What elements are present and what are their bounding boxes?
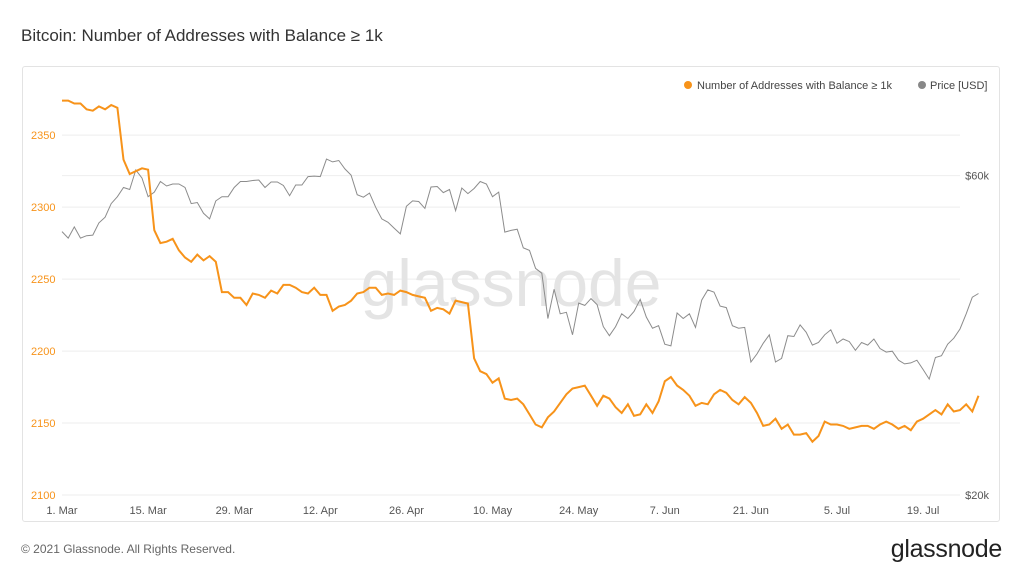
x-tick-label: 29. Mar [216,505,254,517]
copyright-text: © 2021 Glassnode. All Rights Reserved. [21,542,236,556]
y-right-tick-label: $60k [965,171,989,183]
y-left-tick-label: 2200 [31,346,55,358]
y-right-tick-label: $20k [965,490,989,502]
x-tick-label: 19. Jul [907,505,939,517]
x-tick-label: 26. Apr [389,505,424,517]
legend-label-addresses: Number of Addresses with Balance ≥ 1k [697,80,892,92]
legend-label-price: Price [USD] [930,80,987,92]
brand-logo: glassnode [890,535,1003,563]
legend-swatch-addresses [684,81,692,89]
legend-item-addresses[interactable]: Number of Addresses with Balance ≥ 1k [684,80,892,92]
addresses-series-line [62,99,980,444]
legend-item-price[interactable]: Price [USD] [918,80,987,92]
x-tick-label: 21. Jun [733,505,769,517]
legend: Number of Addresses with Balance ≥ 1k Pr… [684,80,987,92]
x-tick-label: 15. Mar [129,505,167,517]
y-left-tick-label: 2250 [31,274,55,286]
x-tick-label: 1. Mar [46,505,78,517]
grid [62,134,960,496]
chart-title: Bitcoin: Number of Addresses with Balanc… [21,26,383,45]
watermark-text: glassnode [361,246,662,320]
x-axis: 1. Mar 15. Mar 29. Mar 12. Apr 26. Apr 10. Ma… [46,505,939,517]
chart-card [22,66,1000,522]
x-tick-label: 7. Jun [650,505,680,517]
y-left-tick-label: 2100 [31,490,55,502]
x-tick-label: 10. May [473,505,513,517]
y-axis-right: $20k $60k [965,171,989,502]
x-tick-label: 24. May [559,505,599,517]
y-axis-left: 2100 2150 2200 2250 2300 2350 [31,130,55,502]
y-left-tick-label: 2300 [31,202,55,214]
x-tick-label: 5. Jul [824,505,850,517]
price-series-line [61,158,979,381]
legend-swatch-price [918,81,926,89]
y-left-tick-label: 2350 [31,130,55,142]
x-tick-label: 12. Apr [303,505,338,517]
y-left-tick-label: 2150 [31,418,55,430]
